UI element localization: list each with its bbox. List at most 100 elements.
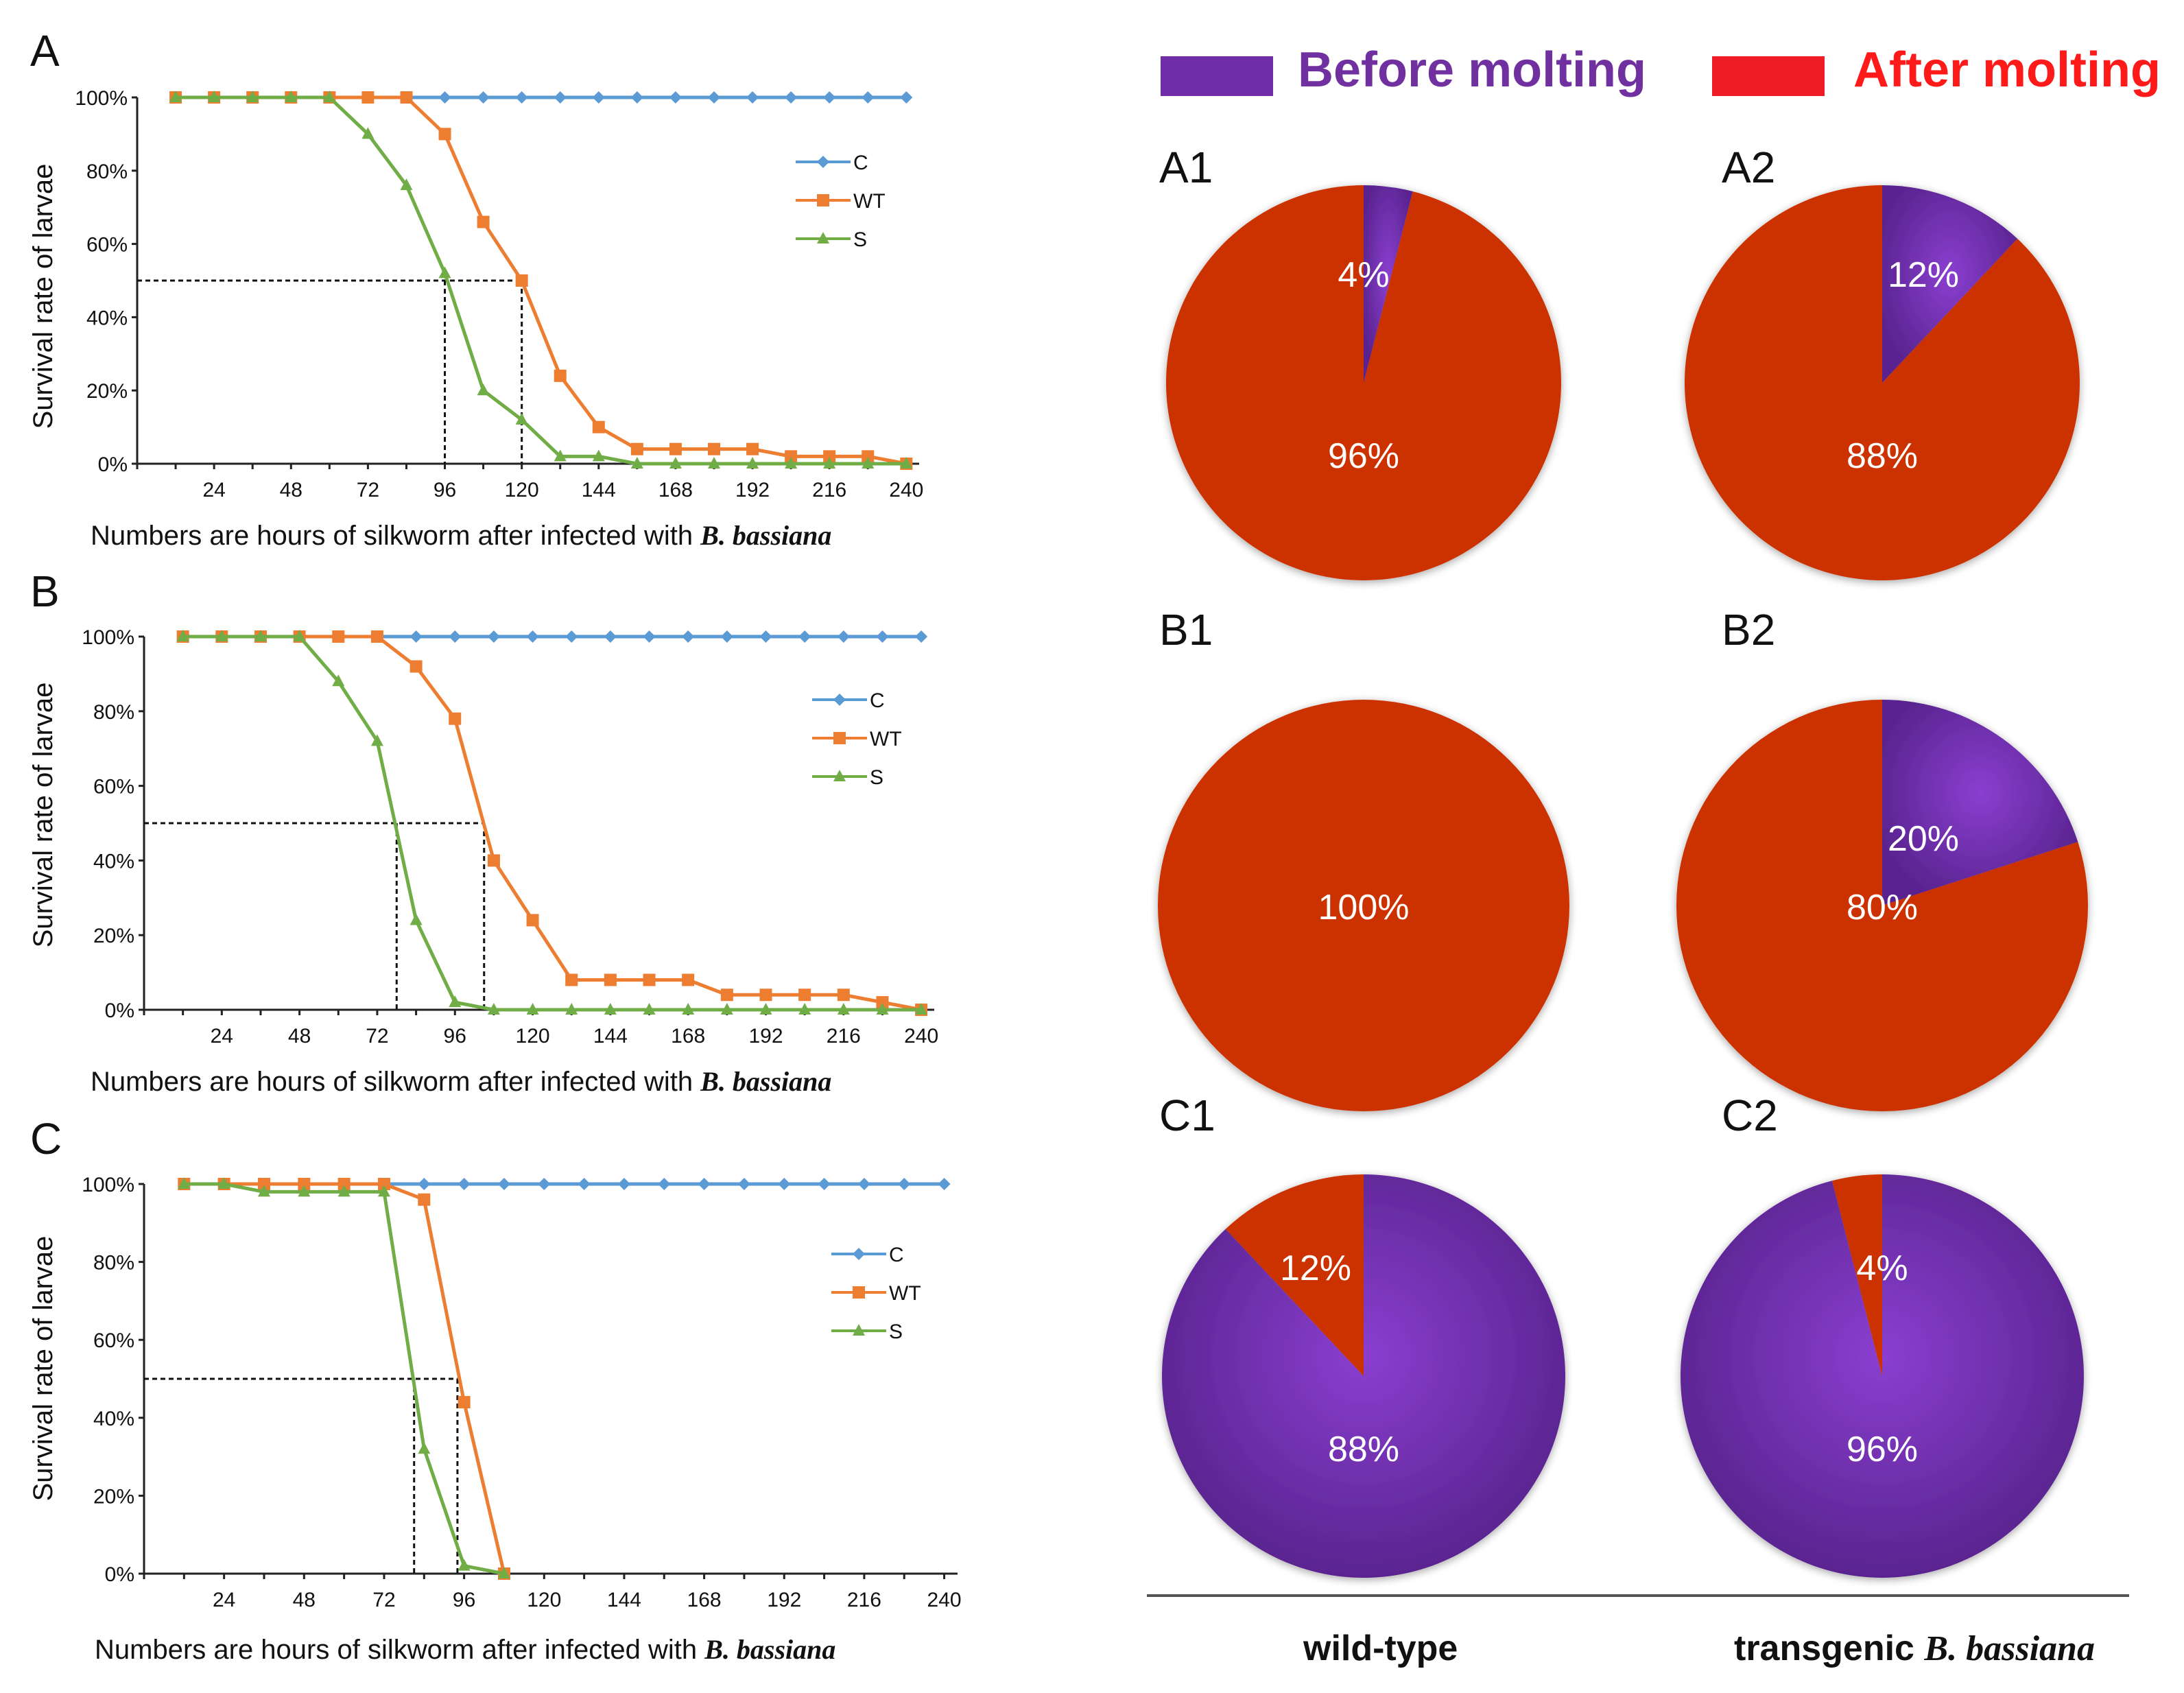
pie-a1 <box>1166 185 1562 580</box>
point-s <box>526 1003 539 1015</box>
point-s <box>643 1003 656 1015</box>
point-c <box>759 630 772 643</box>
point-c <box>698 1178 711 1190</box>
y-tick-label: 20% <box>93 1485 134 1508</box>
point-c <box>857 1178 870 1190</box>
legend-marker-c <box>817 156 829 168</box>
point-c <box>778 1178 791 1190</box>
pie-label-big: 80% <box>1847 888 1918 927</box>
point-wt <box>785 450 798 463</box>
x-tick-label: 144 <box>582 479 616 501</box>
pie-title-c2: C2 <box>1722 1091 1778 1140</box>
slice-after-molting <box>1166 185 1562 580</box>
x-tick-label: 120 <box>516 1025 550 1047</box>
point-s <box>337 1185 351 1197</box>
point-s <box>837 1003 850 1015</box>
point-c <box>643 630 656 643</box>
x-tick-label: 144 <box>593 1025 628 1047</box>
point-c <box>737 1178 750 1190</box>
x-tick-label: 96 <box>434 479 456 501</box>
point-s <box>418 1442 431 1454</box>
point-c <box>538 1178 551 1190</box>
series-line-s <box>182 635 922 1012</box>
point-c <box>630 91 643 104</box>
point-c <box>515 91 528 104</box>
y-tick-label: 0% <box>105 999 134 1022</box>
point-s <box>246 91 259 102</box>
point-c <box>592 91 605 104</box>
point-c <box>823 91 836 104</box>
point-c <box>477 91 490 104</box>
point-s <box>370 734 383 746</box>
chart-a-legend: C WT S <box>796 152 886 251</box>
point-s <box>798 1003 811 1015</box>
panel-letter-b: B <box>30 567 60 616</box>
legend-marker-s <box>817 232 829 244</box>
slice-before-molting <box>1680 1174 2085 1578</box>
x-tick-label: 48 <box>280 479 302 501</box>
point-s <box>900 457 913 469</box>
point-wt <box>643 973 656 986</box>
point-wt <box>370 630 383 643</box>
chart-a: A Survival rate of larvae 0% 20% 40% 60% 80%… <box>28 26 923 551</box>
label-transgenic: transgenic B. bassiana <box>1734 1629 2095 1668</box>
pie-c1 <box>1161 1174 1565 1578</box>
point-wt <box>438 128 451 141</box>
legend-marker-s <box>853 1324 865 1336</box>
point-c <box>487 630 500 643</box>
point-c <box>669 91 682 104</box>
point-s <box>785 457 798 469</box>
point-c <box>682 630 695 643</box>
pie-legend: Before molting After molting <box>1161 43 2161 97</box>
point-s <box>565 1003 578 1015</box>
x-tick-label: 120 <box>505 479 539 501</box>
y-tick-label: 20% <box>93 925 134 947</box>
point-wt <box>361 91 375 104</box>
slice-before-molting <box>1882 185 2018 383</box>
point-s <box>361 127 375 139</box>
y-tick-label: 40% <box>93 1408 134 1430</box>
point-s <box>823 457 836 469</box>
x-tick-label: 72 <box>372 1589 395 1611</box>
pie-title-a1: A1 <box>1159 143 1213 192</box>
legend-before-label: Before molting <box>1298 43 1646 97</box>
x-tick-label: 120 <box>527 1589 561 1611</box>
point-s <box>257 1185 270 1197</box>
point-wt <box>526 914 539 927</box>
legend-after-label: After molting <box>1853 43 2161 97</box>
point-wt <box>487 854 500 867</box>
point-c <box>554 91 567 104</box>
point-s <box>178 1177 191 1189</box>
y-tick-label: 0% <box>105 1563 134 1586</box>
point-wt <box>554 369 567 382</box>
chart-c: C Survival rate of larvae 0% 20% 40% 60% 80%… <box>28 1114 962 1665</box>
series-line-wt <box>182 635 922 1012</box>
point-wt <box>257 1178 270 1190</box>
slice-after-molting <box>1225 1174 1364 1376</box>
point-s <box>323 91 336 102</box>
y-tick-label: 0% <box>98 453 128 476</box>
point-c <box>818 1178 831 1190</box>
point-s <box>604 1003 617 1015</box>
point-c <box>707 91 720 104</box>
series-line-s <box>176 95 907 466</box>
y-tick-label: 60% <box>86 234 128 257</box>
point-s <box>176 630 189 641</box>
point-wt <box>759 988 772 1002</box>
chart-b: B Survival rate of larvae 0% 20% 40% 60% 80%… <box>28 567 938 1097</box>
y-tick-label: 60% <box>93 776 134 798</box>
legend-b-s-label: S <box>870 766 883 789</box>
point-s <box>449 995 462 1008</box>
point-wt <box>682 973 695 986</box>
y-tick-label: 40% <box>93 850 134 873</box>
chart-b-ylabel: Survival rate of larvae <box>28 683 58 948</box>
point-wt <box>592 421 605 434</box>
point-wt <box>798 988 811 1002</box>
legend-a-wt-label: WT <box>853 190 886 213</box>
point-c <box>862 91 875 104</box>
point-c <box>900 91 913 104</box>
point-wt <box>630 442 643 455</box>
point-c <box>785 91 798 104</box>
x-tick-label: 240 <box>904 1025 938 1047</box>
